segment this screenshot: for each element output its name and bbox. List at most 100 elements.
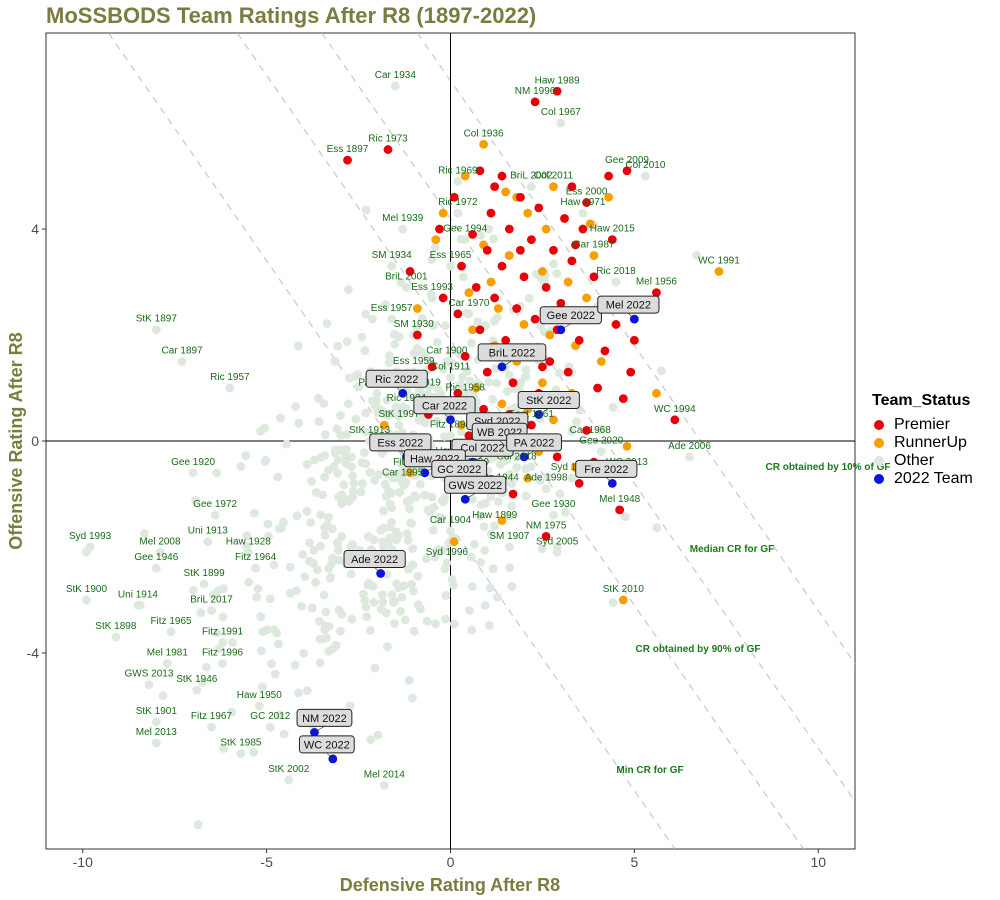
premier-point: [545, 357, 555, 366]
other-point: [380, 479, 390, 489]
other-point: [377, 590, 387, 600]
premier-point: [563, 367, 573, 377]
point-label: StK 1913: [349, 425, 391, 436]
premier-point: [453, 309, 463, 319]
runnerup-point: [582, 293, 591, 303]
other-point: [504, 511, 514, 521]
premier-point: [618, 394, 628, 404]
reference-line-label: CR obtained by 10% of GF: [765, 462, 890, 473]
other-point: [387, 517, 396, 527]
point-label: Mel 2014: [364, 769, 406, 780]
other-point: [490, 521, 500, 531]
reference-line-label: Median CR for GF: [690, 544, 774, 555]
other-point: [393, 531, 403, 540]
other-point: [366, 735, 376, 744]
other-point: [365, 468, 375, 477]
team-2022-label: GWS 2022: [448, 480, 502, 492]
other-point: [320, 531, 330, 540]
other-point: [302, 686, 312, 696]
other-point: [370, 663, 380, 673]
premier-point: [556, 298, 566, 308]
legend-item-runnerup: RunnerUp: [872, 434, 973, 452]
other-point: [552, 269, 562, 278]
point-label: Syd 1996: [426, 547, 469, 558]
other-point: [162, 659, 172, 668]
point-label: Ess 1993: [411, 282, 453, 293]
runnerup-point: [497, 399, 507, 409]
other-point: [334, 555, 344, 565]
premier-point: [405, 267, 415, 276]
premier-point: [504, 224, 514, 234]
premier-point: [629, 335, 639, 345]
other-point: [433, 384, 443, 394]
other-point: [405, 504, 415, 514]
other-point: [330, 356, 340, 366]
other-point: [447, 575, 457, 584]
other-point: [305, 538, 315, 548]
premier-point: [482, 245, 492, 255]
other-point: [151, 563, 161, 573]
point-label: Fitz 1898: [430, 420, 472, 431]
runnerup-point: [431, 235, 441, 245]
point-label: Ric 2018: [596, 266, 636, 277]
other-point: [432, 337, 442, 347]
premier-point: [582, 426, 591, 435]
other-point: [392, 579, 402, 589]
other-point: [252, 592, 262, 602]
other-point: [322, 319, 332, 328]
other-point: [480, 601, 490, 610]
other-point: [505, 469, 515, 479]
point-label: Haw 1899: [472, 510, 517, 521]
other-point: [294, 418, 304, 428]
other-point: [208, 590, 218, 600]
point-label: Ade 2006: [668, 441, 711, 452]
other-point: [384, 486, 393, 496]
point-label: Ric 1958: [445, 383, 485, 394]
runnerup-point: [589, 251, 599, 260]
other-point: [476, 558, 485, 567]
point-label: Fitz 1965: [150, 616, 192, 627]
team-2022-label: Col 2022: [461, 443, 505, 455]
other-point: [456, 427, 466, 437]
team-2022-label-box: [506, 433, 562, 452]
point-label: StK 1897: [136, 314, 178, 325]
other-point: [421, 554, 431, 564]
premier-point: [541, 531, 551, 541]
team-2022-label: Gee 2022: [547, 310, 595, 322]
other-point: [319, 590, 329, 600]
other-point: [346, 569, 356, 579]
team-2022-leader: [499, 440, 506, 447]
legend-swatch: [874, 420, 884, 430]
other-point: [309, 455, 319, 465]
runnerup-point: [464, 288, 474, 298]
other-point: [378, 537, 388, 547]
runnerup-point: [596, 357, 606, 366]
team-2022-label-box: [517, 391, 580, 410]
other-point: [403, 535, 413, 545]
other-point: [253, 584, 263, 594]
other-point: [416, 347, 426, 357]
other-point: [479, 522, 489, 532]
runnerup-point: [652, 388, 661, 398]
other-point: [484, 377, 494, 387]
other-point: [324, 646, 334, 656]
premier-point: [501, 335, 511, 345]
other-point: [270, 669, 280, 679]
team-2022-leader: [523, 450, 535, 458]
other-point: [347, 462, 357, 472]
point-label: NM 1996: [515, 86, 556, 97]
point-label: Fitz 1996: [202, 648, 244, 659]
point-label: Ric 1973: [368, 134, 408, 145]
other-point: [251, 563, 261, 573]
other-point: [430, 242, 440, 252]
other-point: [388, 597, 398, 607]
premier-point: [527, 420, 536, 430]
team-2022-label: NM 2022: [302, 713, 347, 725]
other-point: [236, 749, 246, 759]
other-point: [541, 484, 551, 494]
other-point: [188, 468, 198, 478]
premier-point: [515, 245, 525, 255]
other-point: [413, 571, 423, 581]
premier-point: [527, 235, 536, 245]
other-point: [381, 300, 390, 310]
